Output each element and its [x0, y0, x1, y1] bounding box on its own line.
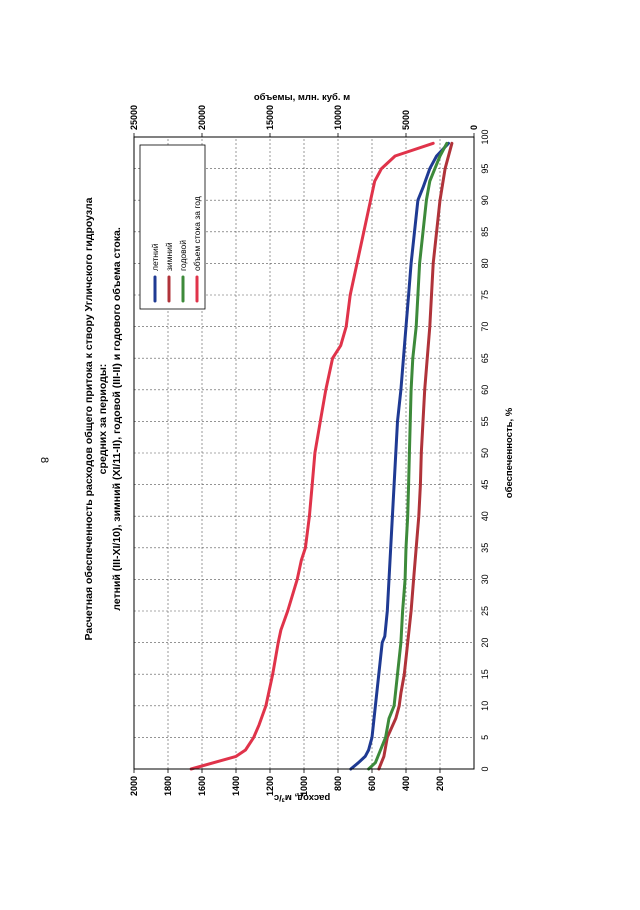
chart-title: Расчетная обеспеченность расходов общего…: [83, 197, 95, 640]
x-tick-label: 60: [480, 385, 490, 395]
x-tick-label: 20: [480, 638, 490, 648]
legend-label-summer: летний: [150, 243, 160, 271]
legend-box: [139, 144, 206, 310]
x-tick-label: 15: [480, 669, 490, 679]
y2-tick-label: 5000: [401, 110, 411, 130]
x-tick-label: 85: [480, 227, 490, 237]
rotated-chart-group: Расчетная обеспеченность расходов общего…: [83, 92, 515, 803]
legend-label-annual: годовой: [178, 240, 188, 271]
x-tick-label: 65: [480, 353, 490, 363]
x-tick-label: 90: [480, 195, 490, 205]
x-tick-labels: 0 5 10 15 20 25 30 35 40 45 50 55 60 65 70 75 80 85 90 95 10…: [480, 129, 490, 771]
y2-tick-label: 0: [469, 125, 479, 130]
chart-subtitle-1: средних за периоды:: [97, 364, 109, 475]
legend: летний зимний годовой объем стока за год: [139, 144, 206, 310]
page-number: 8: [38, 457, 50, 463]
x-tick-label: 55: [480, 416, 490, 426]
y-tick-label: 1400: [231, 776, 241, 796]
y-axis-label: расход, м³/с: [274, 792, 330, 803]
x-tick-label: 30: [480, 574, 490, 584]
y2-tick-label: 15000: [265, 105, 275, 130]
y2-axis-label: объемы, млн. куб. м: [254, 92, 350, 103]
x-tick-label: 35: [480, 543, 490, 553]
y-tick-label: 600: [367, 776, 377, 791]
y-tick-label: 1800: [163, 776, 173, 796]
y-tick-label: 1200: [265, 776, 275, 796]
y2-tick-labels: 0 5000 10000 15000 20000 25000: [129, 105, 479, 137]
x-tick-label: 95: [480, 164, 490, 174]
y-tick-label: 1600: [197, 776, 207, 796]
y-tick-label: 800: [333, 776, 343, 791]
x-axis-label: обеспеченность, %: [504, 407, 515, 498]
legend-label-volume: объем стока за год: [192, 196, 202, 271]
y2-tick-label: 25000: [129, 105, 139, 130]
series-line-volume: [189, 141, 435, 771]
x-tick-label: 70: [480, 322, 490, 332]
x-tick-label: 50: [480, 448, 490, 458]
x-tick-label: 100: [480, 129, 490, 144]
legend-label-winter: зимний: [164, 242, 174, 271]
y2-tick-label: 10000: [333, 105, 343, 130]
y-tick-label: 2000: [129, 776, 139, 796]
y-tick-label: 400: [401, 776, 411, 791]
x-tick-label: 0: [480, 766, 490, 771]
y2-tick-label: 20000: [197, 105, 207, 130]
x-tick-label: 45: [480, 480, 490, 490]
x-tick-label: 80: [480, 258, 490, 268]
y-tick-label: 200: [435, 776, 445, 791]
series-line-summer: [349, 141, 450, 771]
series-line-annual: [367, 141, 449, 771]
series-group: [189, 141, 454, 771]
y-tick-labels: 200 400 600 800 1000 1200 1400 1600 1800 2000: [129, 769, 445, 796]
x-tick-label: 5: [480, 735, 490, 740]
y-tick-label: 1000: [299, 776, 309, 796]
x-tick-label: 40: [480, 511, 490, 521]
x-tick-label: 10: [480, 701, 490, 711]
x-tick-label: 25: [480, 606, 490, 616]
x-tick-label: 75: [480, 290, 490, 300]
series-line-winter: [377, 141, 454, 771]
chart-subtitle-2: летний (III-XI/10), зимний (XI/11-II), г…: [111, 227, 123, 611]
